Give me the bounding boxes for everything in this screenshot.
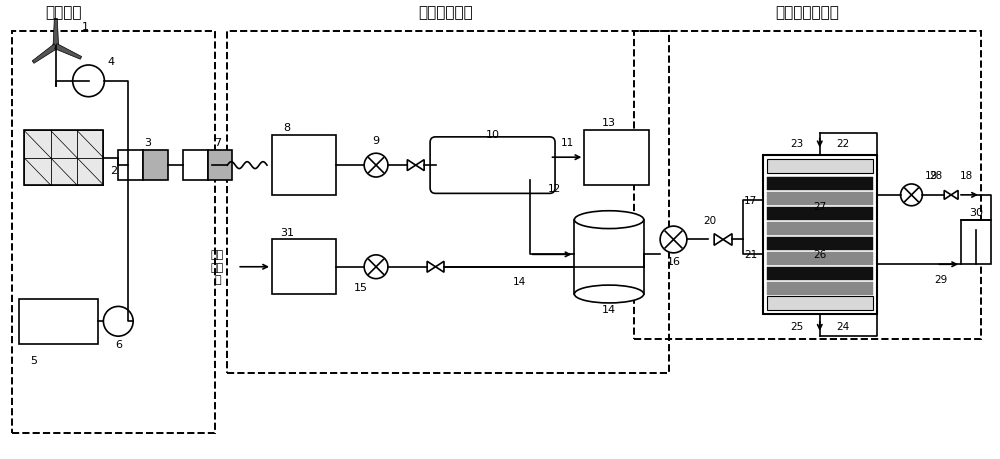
Bar <box>767 238 873 250</box>
Circle shape <box>901 185 922 207</box>
Bar <box>767 252 873 265</box>
FancyBboxPatch shape <box>430 138 555 194</box>
Bar <box>118 151 143 180</box>
Bar <box>767 223 873 235</box>
Bar <box>183 151 208 180</box>
Text: 5: 5 <box>31 356 38 366</box>
Bar <box>767 193 873 205</box>
Circle shape <box>103 307 133 336</box>
Text: 1: 1 <box>82 22 89 32</box>
Text: 18: 18 <box>959 171 973 181</box>
Bar <box>767 160 873 174</box>
Circle shape <box>364 154 388 178</box>
Text: 盐差能发电模块: 盐差能发电模块 <box>775 6 839 20</box>
Text: 31: 31 <box>280 227 294 237</box>
Bar <box>272 136 336 196</box>
Text: 4: 4 <box>108 57 115 67</box>
Text: 27: 27 <box>813 202 826 212</box>
Text: 21: 21 <box>744 249 757 259</box>
Polygon shape <box>723 234 732 246</box>
Text: 7: 7 <box>214 138 221 148</box>
Bar <box>584 131 649 185</box>
Bar <box>143 151 168 180</box>
Polygon shape <box>55 45 82 60</box>
Text: 15: 15 <box>354 282 368 292</box>
Circle shape <box>364 255 388 279</box>
Text: 3: 3 <box>145 138 152 148</box>
Text: 海水淡化模块: 海水淡化模块 <box>418 6 473 20</box>
Bar <box>767 297 873 310</box>
Bar <box>19 299 98 344</box>
Text: 12: 12 <box>548 184 561 194</box>
Circle shape <box>53 44 59 50</box>
Text: 11: 11 <box>561 138 574 148</box>
Text: 8: 8 <box>283 123 290 133</box>
Text: 6: 6 <box>115 339 122 349</box>
Bar <box>961 220 991 265</box>
Circle shape <box>660 227 687 253</box>
Text: 28: 28 <box>930 171 943 181</box>
Bar <box>574 220 644 294</box>
Polygon shape <box>944 191 951 200</box>
Text: 14: 14 <box>602 304 616 314</box>
Text: 26: 26 <box>813 249 826 259</box>
Polygon shape <box>714 234 723 246</box>
Bar <box>767 208 873 220</box>
Text: 23: 23 <box>790 139 804 149</box>
Text: 16: 16 <box>667 257 681 267</box>
Polygon shape <box>951 191 958 200</box>
Polygon shape <box>53 19 59 47</box>
Text: 14: 14 <box>513 276 526 286</box>
Polygon shape <box>416 160 424 171</box>
Text: 25: 25 <box>790 321 804 331</box>
Polygon shape <box>32 45 57 64</box>
Bar <box>767 178 873 190</box>
Text: 24: 24 <box>836 321 849 331</box>
Polygon shape <box>407 160 416 171</box>
Text: 20: 20 <box>704 215 717 225</box>
Bar <box>767 268 873 280</box>
Text: 22: 22 <box>836 139 849 149</box>
Ellipse shape <box>574 285 644 303</box>
Text: 17: 17 <box>744 195 757 205</box>
Bar <box>763 156 877 314</box>
Circle shape <box>73 66 104 97</box>
Polygon shape <box>427 262 436 273</box>
Bar <box>272 240 336 294</box>
Text: 30: 30 <box>969 207 983 217</box>
Bar <box>24 131 103 185</box>
Bar <box>767 283 873 295</box>
Text: 雨水
等淡
水: 雨水 等淡 水 <box>211 250 224 285</box>
Text: 10: 10 <box>486 130 500 140</box>
Bar <box>208 151 232 180</box>
Text: 29: 29 <box>935 274 948 285</box>
Text: 2: 2 <box>110 166 117 176</box>
Text: 19: 19 <box>925 171 938 181</box>
Polygon shape <box>436 262 444 273</box>
Text: 9: 9 <box>373 136 380 146</box>
Text: 13: 13 <box>602 118 616 128</box>
Ellipse shape <box>574 211 644 229</box>
Text: 供电系统: 供电系统 <box>45 6 82 20</box>
